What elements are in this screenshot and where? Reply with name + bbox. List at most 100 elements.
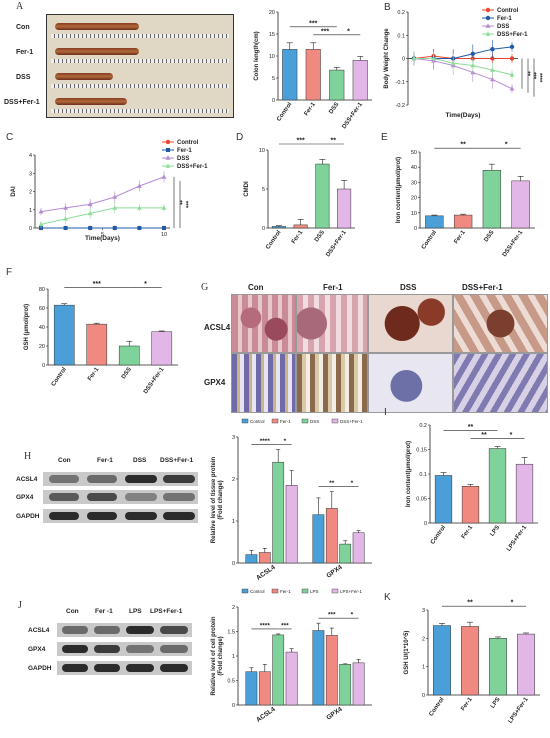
bar (315, 163, 330, 229)
y-tick-label: 0 (262, 226, 265, 232)
blot-row (43, 472, 198, 486)
bar (425, 215, 444, 229)
y-tick-label: 1 (232, 519, 235, 525)
bar (489, 638, 507, 696)
panel-f: 0 20 40 60 80 GSH (μmol/prot) F Control Fer-1 DSS… (0, 265, 200, 415)
blot-band (125, 475, 157, 483)
y-tick-label: 0 (402, 57, 405, 63)
y-axis-label: Iron content(μmol/prot) (406, 441, 412, 507)
blot-band (62, 626, 88, 634)
significance-label: *** (93, 281, 101, 288)
significance-label: ** (481, 432, 487, 439)
bar (352, 662, 365, 706)
y-tick-label: 0.15 (416, 448, 427, 454)
x-tick-label: DSS+Fer-1 (502, 229, 525, 258)
panel-j-chart: 0 0.5 1 1.5 2 Relative level of cell protein(… (200, 585, 378, 738)
bar (339, 543, 352, 564)
group-label: Con (16, 24, 30, 31)
bar (515, 463, 534, 524)
significance-label: ** (467, 600, 473, 607)
legend-swatch (241, 588, 249, 594)
blot-band (160, 664, 188, 672)
blot-band (62, 645, 88, 653)
panel-letter: B (384, 2, 391, 13)
panel-j-blot: J Con Fer -1 LPS LPS+Fer-1 ACSL4 GPX4 GA… (0, 590, 200, 710)
significance-label: ** (460, 142, 466, 149)
bar (272, 634, 285, 706)
blot-band (163, 475, 195, 483)
column-label: Con (66, 608, 79, 615)
bar (461, 626, 479, 696)
blot-band (126, 664, 154, 672)
data-point (88, 226, 93, 230)
blot-row (57, 623, 192, 637)
bar (461, 486, 480, 524)
body-weight-chart: -0.2 -0.1 0 0.1 0.2 Body Weight Change Time(Da… (384, 2, 542, 119)
row-label: GAPDH (28, 665, 52, 672)
ruler (51, 109, 229, 113)
data-point (162, 226, 166, 230)
ruler (51, 34, 229, 38)
tissue-protein-chart: 0 1 2 3 Relative level of tissue protein (Fol… (211, 418, 372, 582)
data-point (165, 163, 171, 168)
y-tick-label: 1 (422, 665, 425, 671)
x-tick-label: ACSL4 (255, 706, 277, 724)
bar (272, 461, 285, 564)
legend-label: Control (177, 140, 199, 146)
x-tick-label: 10 (161, 232, 167, 238)
ruler (51, 84, 229, 88)
bar (325, 635, 338, 706)
y-tick-label: 2 (29, 190, 32, 196)
panel-letter: I (384, 407, 387, 418)
x-tick-label: Control (428, 696, 445, 717)
x-tick-label: Control (51, 366, 68, 387)
y-tick-label: 5 (262, 187, 265, 193)
y-tick-label: 1 (232, 654, 235, 660)
y-tick-label: 30 (411, 180, 417, 186)
data-point (137, 205, 142, 210)
blot-band (62, 664, 88, 672)
panel-letter: C (6, 132, 13, 143)
y-axis-label: CMDI (244, 181, 250, 197)
panel-d: 0 5 10 CMDI D Control Fer-1 DSS DSS+Fer-1 *** ** (230, 130, 375, 260)
y-axis-label: Body Weight Change (384, 28, 390, 89)
data-point (165, 155, 171, 160)
significance-label: **** (260, 438, 271, 445)
colon-specimen (55, 98, 127, 105)
bar (337, 188, 352, 229)
panel-letter: D (236, 132, 243, 143)
significance-label: *** (182, 201, 188, 209)
bar (339, 664, 352, 706)
y-tick-label: 1 (29, 208, 32, 214)
blot-band (49, 512, 79, 520)
data-point (161, 174, 167, 179)
data-point (63, 216, 68, 221)
bar (433, 625, 451, 696)
y-tick-label: 20 (411, 196, 417, 202)
significance-label: **** (536, 73, 542, 83)
bar (258, 671, 271, 706)
y-tick-label: 2 (232, 477, 235, 483)
x-tick-label: DSS (484, 230, 496, 244)
panel-g: G Con Fer-1 DSS DSS+Fer-1 ACSL4 GPX4 (200, 265, 550, 415)
y-axis-label: (Fold change) (218, 480, 224, 519)
x-tick-label: LPS (490, 697, 502, 710)
bar (53, 304, 75, 366)
panel-letter: H (24, 451, 32, 462)
row-label: GPX4 (16, 494, 34, 501)
bar (258, 552, 271, 564)
data-point (450, 60, 456, 65)
y-tick-label: 0.05 (416, 497, 427, 503)
bar (285, 485, 298, 564)
legend-swatch (241, 418, 249, 424)
significance-label: * (505, 142, 508, 149)
blot-row (43, 490, 198, 504)
x-tick-label: Fer-1 (291, 229, 305, 245)
ihc-image (453, 294, 548, 353)
bar (245, 671, 258, 706)
legend-label: DSS (177, 156, 189, 162)
cell-gsh-chart: 0 1 2 3 GSH U/(1*10^5) K Control Fer-1 LPS LPS+Fe… (384, 592, 540, 725)
cell-iron-chart: 0 0.05 0.1 0.15 0.2 Iron content(μmol/prot) I C… (384, 407, 538, 553)
series-line (40, 207, 164, 225)
